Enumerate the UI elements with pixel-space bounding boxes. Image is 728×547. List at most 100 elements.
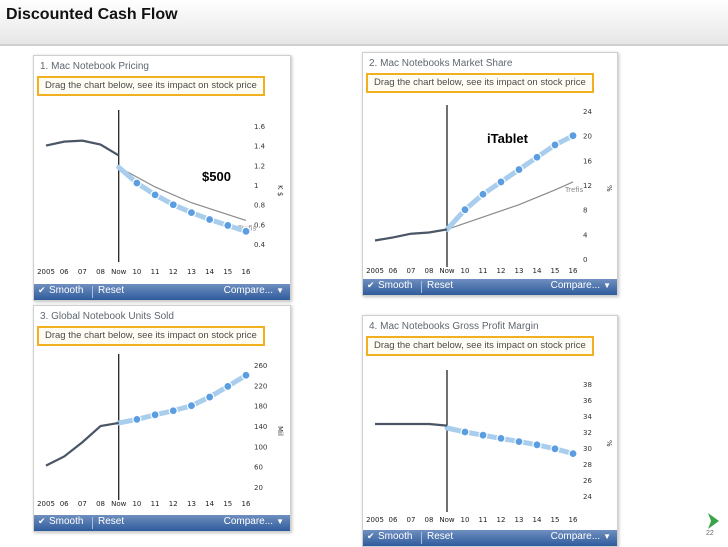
pricing-chart-panel[interactable]: 1. Mac Notebook Pricing Drag the chart b… [33, 55, 291, 301]
x-tick-label: 14 [533, 516, 542, 524]
forecast-data-point[interactable] [514, 164, 524, 175]
y-tick-label: 4 [583, 231, 588, 239]
market-share-chart-panel[interactable]: 2. Mac Notebooks Market Share Drag the c… [362, 52, 618, 296]
toolbar-separator [421, 281, 422, 293]
x-tick-label: 10 [132, 268, 141, 276]
y-tick-label: 24 [583, 108, 592, 116]
trefis-line [446, 181, 574, 230]
x-tick-label: 2005 [37, 500, 55, 508]
forecast-data-point[interactable] [532, 152, 542, 162]
y-tick-label: 20 [254, 484, 263, 492]
forecast-data-point[interactable] [205, 392, 215, 402]
reset-button[interactable]: Reset [427, 531, 454, 542]
x-tick-label: 08 [425, 267, 434, 275]
compare-label: Compare... [550, 531, 601, 542]
forecast-data-point[interactable] [150, 190, 160, 200]
slide-title: Discounted Cash Flow [6, 6, 178, 23]
x-tick-label: 2005 [366, 267, 384, 275]
forecast-data-point[interactable] [496, 177, 506, 187]
units-sold-chart-plot[interactable]: 260 220 180 140 100 60 20 Mil 2005 06 07 08 Now 10 11 1… [34, 306, 290, 515]
compare-label: Compare... [223, 516, 274, 527]
panel-title: 3. Global Notebook Units Sold [40, 311, 174, 322]
reset-button[interactable]: Reset [98, 516, 125, 527]
x-tick-label: 14 [205, 268, 214, 276]
drag-hint: Drag the chart below, see its impact on … [366, 336, 594, 356]
forecast-data-point[interactable] [478, 430, 488, 440]
forecast-data-point[interactable] [150, 410, 160, 420]
drag-hint: Drag the chart below, see its impact on … [37, 326, 265, 346]
units-sold-chart-panel[interactable]: 3. Global Notebook Units Sold Drag the c… [33, 305, 291, 532]
compare-dropdown[interactable]: Compare... ▼ [224, 516, 284, 527]
compare-dropdown[interactable]: Compare... ▼ [551, 280, 611, 291]
x-tick-label: 11 [151, 268, 160, 276]
forecast-data-point[interactable] [132, 414, 142, 425]
reset-button[interactable]: Reset [427, 280, 454, 291]
gross-margin-chart-plot[interactable]: 38 36 34 32 30 28 26 24% 2005 06 07 08 Now 10 11 12 13 14… [363, 316, 617, 530]
y-tick-label: 34 [583, 413, 592, 421]
forecast-data-point[interactable] [496, 433, 506, 444]
y-tick-label: 30 [583, 445, 592, 453]
y-tick-label: 26 [583, 477, 592, 485]
forecast-data-point[interactable] [550, 444, 560, 454]
forecast-data-point[interactable] [223, 220, 233, 231]
forecast-data-point[interactable] [568, 131, 578, 141]
smooth-toggle[interactable]: ✔ Smooth [38, 516, 83, 527]
forecast-data-point[interactable] [241, 226, 251, 236]
page-number: 22 [706, 530, 714, 537]
pricing-chart-plot[interactable]: 1.6 1.4 1.2 1 0.8 0.6 0.4 K $ 2005 06 07 08 Now 10 11 1… [34, 56, 290, 284]
smooth-toggle[interactable]: ✔ Smooth [38, 285, 83, 296]
forecast-data-point[interactable] [460, 205, 470, 215]
forecast-data-point[interactable] [550, 140, 560, 150]
itablet-annotation: iTablet [485, 131, 530, 146]
toolbar-separator [421, 532, 422, 544]
check-icon: ✔ [367, 280, 375, 290]
forecast-data-point[interactable] [568, 449, 578, 459]
y-tick-label: 0.4 [254, 241, 266, 249]
check-icon: ✔ [367, 531, 375, 541]
compare-label: Compare... [550, 280, 601, 291]
y-tick-label: 180 [254, 403, 267, 411]
y-axis-unit: K $ [276, 185, 284, 196]
toolbar-separator [92, 517, 93, 529]
forecast-data-point[interactable] [223, 381, 233, 392]
smooth-toggle[interactable]: ✔ Smooth [367, 280, 412, 291]
chart-toolbar: ✔ Smooth Reset Compare... ▼ [363, 279, 617, 295]
reset-button[interactable]: Reset [98, 285, 125, 296]
forecast-data-point[interactable] [186, 208, 197, 218]
y-tick-label: 16 [583, 157, 592, 165]
x-tick-label: 15 [551, 516, 560, 524]
forecast-data-point[interactable] [532, 440, 542, 450]
x-tick-label: Now [439, 516, 455, 524]
history-series-line [45, 421, 119, 467]
compare-dropdown[interactable]: Compare... ▼ [224, 285, 284, 296]
compare-dropdown[interactable]: Compare... ▼ [551, 531, 611, 542]
forecast-data-point[interactable] [168, 406, 178, 416]
forecast-data-point[interactable] [132, 178, 142, 188]
x-tick-label: 14 [205, 500, 214, 508]
chevron-down-icon: ▼ [276, 286, 284, 295]
x-tick-label: 06 [389, 267, 398, 275]
forecast-data-point[interactable] [168, 200, 178, 210]
forecast-data-point[interactable] [205, 214, 215, 225]
next-arrow-icon[interactable] [706, 512, 720, 530]
header-divider [0, 44, 728, 46]
gross-margin-chart-panel[interactable]: 4. Mac Notebooks Gross Profit Margin Dra… [362, 315, 618, 547]
chevron-down-icon: ▼ [603, 281, 611, 290]
smooth-label: Smooth [49, 285, 84, 296]
y-tick-label: 0.6 [254, 221, 266, 229]
smooth-toggle[interactable]: ✔ Smooth [367, 531, 412, 542]
x-tick-label: 12 [169, 268, 178, 276]
x-tick-label: 16 [242, 268, 251, 276]
x-tick-label: 13 [187, 500, 196, 508]
forecast-data-point[interactable] [478, 189, 488, 199]
check-icon: ✔ [38, 285, 46, 295]
forecast-data-point[interactable] [186, 401, 197, 411]
forecast-data-point[interactable] [460, 427, 470, 437]
compare-label: Compare... [223, 285, 274, 296]
x-tick-label: 07 [407, 516, 416, 524]
forecast-data-point[interactable] [514, 436, 524, 447]
x-tick-label: 07 [78, 500, 87, 508]
market-share-chart-plot[interactable]: 24 20 16 12 8 4 0% 2005 06 07 08 Now 10 11 12 13 14 15 16 T… [363, 53, 617, 279]
x-tick-label: 11 [479, 267, 488, 275]
forecast-data-point[interactable] [241, 370, 251, 380]
